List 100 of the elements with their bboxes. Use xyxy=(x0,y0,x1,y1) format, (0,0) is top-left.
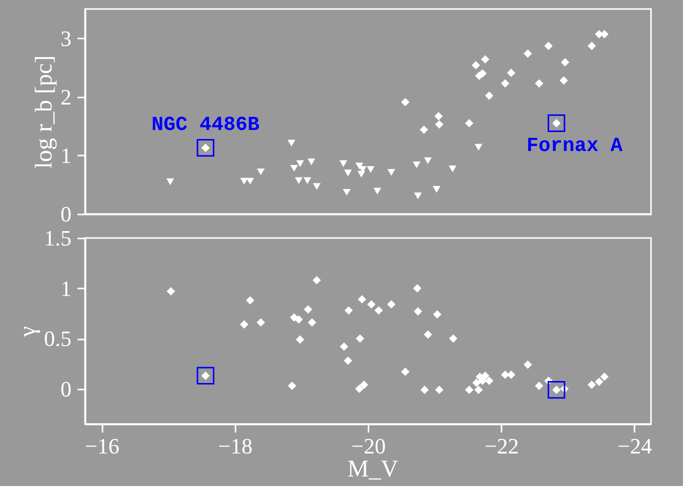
point xyxy=(166,178,174,186)
point xyxy=(290,164,298,172)
point xyxy=(344,356,352,365)
point xyxy=(296,335,304,344)
point xyxy=(401,98,410,106)
point xyxy=(246,296,254,305)
point xyxy=(401,368,410,376)
point xyxy=(560,58,570,66)
point xyxy=(465,119,474,128)
point xyxy=(312,183,321,190)
point xyxy=(387,300,396,309)
x-tick-label: −22 xyxy=(484,434,519,458)
point xyxy=(433,310,442,319)
point xyxy=(356,334,364,343)
point xyxy=(465,386,474,394)
point xyxy=(534,79,544,88)
point xyxy=(500,370,510,379)
point xyxy=(373,188,382,195)
y-tick-label: 2 xyxy=(60,84,72,110)
point xyxy=(256,318,265,327)
x-axis-title: M_V xyxy=(348,456,399,482)
point xyxy=(294,315,303,324)
point xyxy=(524,360,532,369)
point xyxy=(366,166,375,173)
point xyxy=(424,330,432,339)
point xyxy=(500,79,510,88)
point xyxy=(588,380,596,389)
point xyxy=(472,61,480,70)
x-tick-label: −20 xyxy=(351,434,386,458)
y-tick-label: 3 xyxy=(60,26,72,51)
point xyxy=(339,160,348,167)
point xyxy=(304,177,312,184)
point xyxy=(432,186,440,193)
point xyxy=(485,92,494,100)
point xyxy=(357,170,366,178)
point xyxy=(374,306,383,315)
point xyxy=(342,188,351,196)
point xyxy=(472,378,481,387)
point xyxy=(340,342,348,351)
point xyxy=(474,144,482,151)
point xyxy=(548,114,566,132)
point xyxy=(524,49,532,58)
point xyxy=(288,382,296,390)
x-tick-label: −24 xyxy=(618,434,652,458)
point xyxy=(312,276,321,284)
y-tick-label: 1 xyxy=(60,142,72,168)
point xyxy=(344,170,352,176)
point xyxy=(534,382,544,390)
point xyxy=(296,160,304,167)
point xyxy=(600,372,609,381)
point xyxy=(481,55,490,64)
point xyxy=(240,320,248,329)
point xyxy=(240,178,248,185)
point xyxy=(387,169,396,176)
annotation: Fornax A xyxy=(526,135,622,158)
point xyxy=(412,161,420,168)
point xyxy=(481,372,490,380)
annotation: NGC 4486B xyxy=(152,114,260,137)
point xyxy=(485,376,494,385)
point xyxy=(414,307,422,316)
point xyxy=(196,366,214,385)
point xyxy=(424,157,432,164)
point xyxy=(360,380,368,389)
point xyxy=(308,158,316,166)
point xyxy=(544,42,553,50)
y-tick-label: 0 xyxy=(60,376,72,402)
point xyxy=(435,386,444,394)
y-axis-title: γ xyxy=(15,326,41,338)
point xyxy=(548,381,566,399)
point xyxy=(344,306,353,315)
y-tick-label: 1 xyxy=(60,276,72,301)
point xyxy=(506,68,516,78)
point xyxy=(413,284,422,292)
point xyxy=(420,125,428,134)
point xyxy=(594,378,604,386)
point xyxy=(560,76,568,85)
point xyxy=(294,177,303,184)
y-tick-label: 1.5 xyxy=(44,226,72,250)
point xyxy=(474,386,483,394)
point xyxy=(448,166,456,172)
point xyxy=(588,42,596,50)
point xyxy=(196,139,214,157)
point xyxy=(420,386,429,394)
point xyxy=(358,295,366,304)
point xyxy=(414,192,422,200)
point xyxy=(256,168,265,176)
point xyxy=(434,112,443,120)
y-tick-label: 0 xyxy=(60,202,72,226)
point xyxy=(435,120,444,129)
point xyxy=(367,300,376,309)
x-tick-label: −18 xyxy=(218,434,253,458)
point xyxy=(166,287,176,296)
point xyxy=(288,140,296,146)
point xyxy=(246,178,254,185)
point xyxy=(308,318,316,327)
point xyxy=(449,334,458,343)
x-tick-label: −16 xyxy=(84,434,120,458)
point xyxy=(304,305,312,314)
y-tick-label: 0.5 xyxy=(44,326,72,352)
point xyxy=(355,384,364,393)
